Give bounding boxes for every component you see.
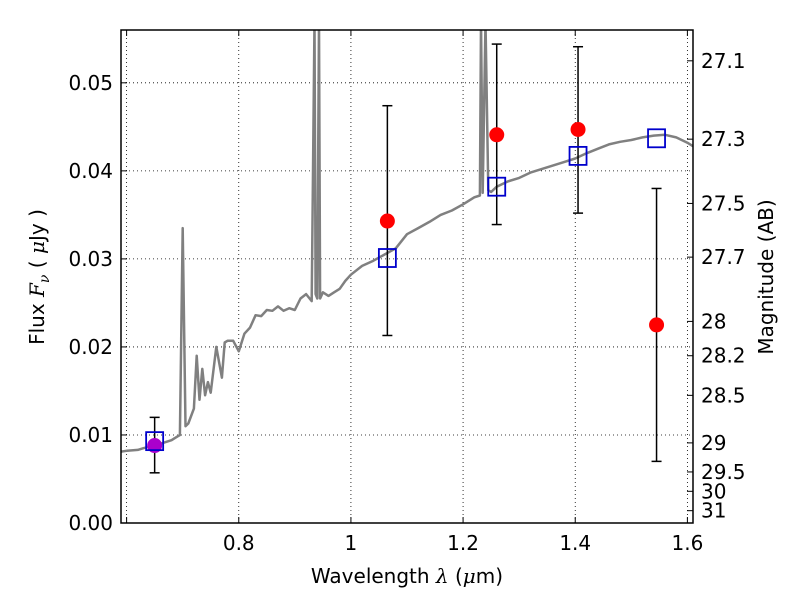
right-tick-label: 31: [701, 499, 726, 523]
right-tick-label: 29.5: [701, 460, 746, 484]
right-tick-label: 28.5: [701, 383, 746, 407]
right-tick-label: 28.2: [701, 344, 746, 368]
observed-point: [489, 127, 505, 143]
right-tick-label: 27.1: [701, 49, 746, 73]
y-tick-label: 0.05: [68, 71, 113, 95]
right-tick-label: 28: [701, 309, 726, 333]
observed-point: [649, 317, 665, 333]
plot-area: [121, 30, 693, 523]
observed-point: [379, 213, 395, 229]
tick-marks: [121, 30, 693, 524]
x-tick-label: 1.6: [671, 531, 703, 555]
model-photometry-square: [647, 128, 666, 149]
y-tick-label: 0.00: [68, 511, 113, 535]
right-tick-label: 27.5: [701, 191, 746, 215]
model-photometry-layer: [145, 128, 666, 452]
y-axis-title: Flux Fν ( μJy ): [25, 209, 53, 345]
x-axis-title: Wavelength λ (μm): [311, 564, 503, 588]
right-tick-label: 30: [701, 479, 726, 503]
model-photometry-square: [145, 431, 165, 452]
model-spectrum-line: [121, 30, 693, 453]
plot-frame: [120, 29, 694, 524]
model-photometry-square: [568, 145, 588, 166]
right-tick-label: 27.3: [701, 127, 746, 151]
y-tick-label: 0.01: [68, 423, 113, 447]
right-axis-title: Magnitude (AB): [754, 199, 778, 354]
x-tick-label: 1.4: [559, 531, 591, 555]
x-tick-labels: 0.8 1 1.2 1.4 1.6: [223, 531, 703, 555]
x-tick-label: 1.2: [447, 531, 479, 555]
y-tick-labels: 0.00 0.01 0.02 0.03 0.04 0.05: [68, 71, 113, 535]
y-tick-label: 0.02: [68, 335, 113, 359]
observed-point: [570, 121, 586, 137]
x-tick-label: 0.8: [223, 531, 255, 555]
model-photometry-square: [377, 248, 397, 268]
y-tick-label: 0.03: [68, 247, 113, 271]
x-tick-label: 1: [345, 531, 358, 555]
observed-points-layer: [147, 121, 665, 454]
model-photometry-square: [487, 176, 507, 197]
right-tick-label: 27.7: [701, 245, 746, 269]
right-tick-label: 29: [701, 431, 726, 455]
y-tick-label: 0.04: [68, 159, 113, 183]
model-spectrum-layer: [121, 30, 693, 453]
